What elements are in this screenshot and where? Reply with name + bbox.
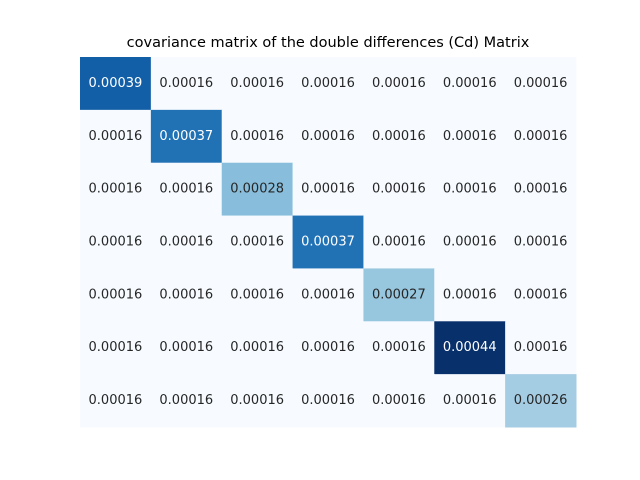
heatmap-cell-label-r0-c1: 0.00016 [159,76,213,91]
heatmap-cell-label-r2-c1: 0.00016 [159,182,213,197]
heatmap-cell-label-r0-c3: 0.00016 [301,76,355,91]
heatmap-cell-label-r2-c0: 0.00016 [89,182,143,197]
heatmap-cell-label-r6-c1: 0.00016 [159,393,213,408]
heatmap-cell-label-r4-c4: 0.00027 [372,287,426,302]
heatmap-cell-label-r1-c0: 0.00016 [89,129,143,144]
heatmap-cell-label-r0-c4: 0.00016 [372,76,426,91]
heatmap-cell-label-r2-c2: 0.00028 [230,182,284,197]
heatmap-cell-label-r0-c5: 0.00016 [443,76,497,91]
heatmap-cell-label-r5-c4: 0.00016 [372,340,426,355]
heatmap-cell-label-r4-c3: 0.00016 [301,287,355,302]
heatmap-cell-label-r6-c4: 0.00016 [372,393,426,408]
heatmap-cell-label-r2-c5: 0.00016 [443,182,497,197]
heatmap-cell-label-r6-c2: 0.00016 [230,393,284,408]
heatmap-cell-label-r3-c4: 0.00016 [372,235,426,250]
heatmap-cell-label-r5-c5: 0.00044 [443,340,497,355]
heatmap-cell-label-r4-c5: 0.00016 [443,287,497,302]
heatmap-cell-label-r6-c0: 0.00016 [89,393,143,408]
heatmap-cell-label-r1-c6: 0.00016 [514,129,568,144]
heatmap-cell-label-r5-c6: 0.00016 [514,340,568,355]
heatmap-cell-label-r6-c6: 0.00026 [514,393,568,408]
heatmap-cell-label-r2-c6: 0.00016 [514,182,568,197]
heatmap-cell-label-r1-c2: 0.00016 [230,129,284,144]
heatmap-cell-label-r4-c2: 0.00016 [230,287,284,302]
heatmap-cell-label-r3-c1: 0.00016 [159,235,213,250]
heatmap-cell-label-r4-c6: 0.00016 [514,287,568,302]
heatmap-cell-label-r3-c0: 0.00016 [89,235,143,250]
heatmap-cell-label-r3-c2: 0.00016 [230,235,284,250]
heatmap-cell-label-r4-c1: 0.00016 [159,287,213,302]
heatmap-cell-label-r5-c3: 0.00016 [301,340,355,355]
heatmap-cell-label-r5-c0: 0.00016 [89,340,143,355]
heatmap-cell-label-r0-c0: 0.00039 [89,76,143,91]
heatmap-cell-label-r0-c2: 0.00016 [230,76,284,91]
heatmap-cell-label-r1-c1: 0.00037 [159,129,213,144]
heatmap-cell-label-r0-c6: 0.00016 [514,76,568,91]
heatmap-cell-label-r3-c5: 0.00016 [443,235,497,250]
heatmap-cell-label-r6-c3: 0.00016 [301,393,355,408]
heatmap-cell-label-r1-c5: 0.00016 [443,129,497,144]
heatmap-cell-label-r3-c6: 0.00016 [514,235,568,250]
heatmap-cell-label-r2-c4: 0.00016 [372,182,426,197]
heatmap-cell-label-r1-c4: 0.00016 [372,129,426,144]
heatmap-cell-label-r2-c3: 0.00016 [301,182,355,197]
heatmap-cell-label-r4-c0: 0.00016 [89,287,143,302]
heatmap-cell-label-r5-c1: 0.00016 [159,340,213,355]
heatmap-cell-label-r3-c3: 0.00037 [301,235,355,250]
heatmap-cell-label-r1-c3: 0.00016 [301,129,355,144]
heatmap-cell-label-r5-c2: 0.00016 [230,340,284,355]
heatmap-cell-label-r6-c5: 0.00016 [443,393,497,408]
